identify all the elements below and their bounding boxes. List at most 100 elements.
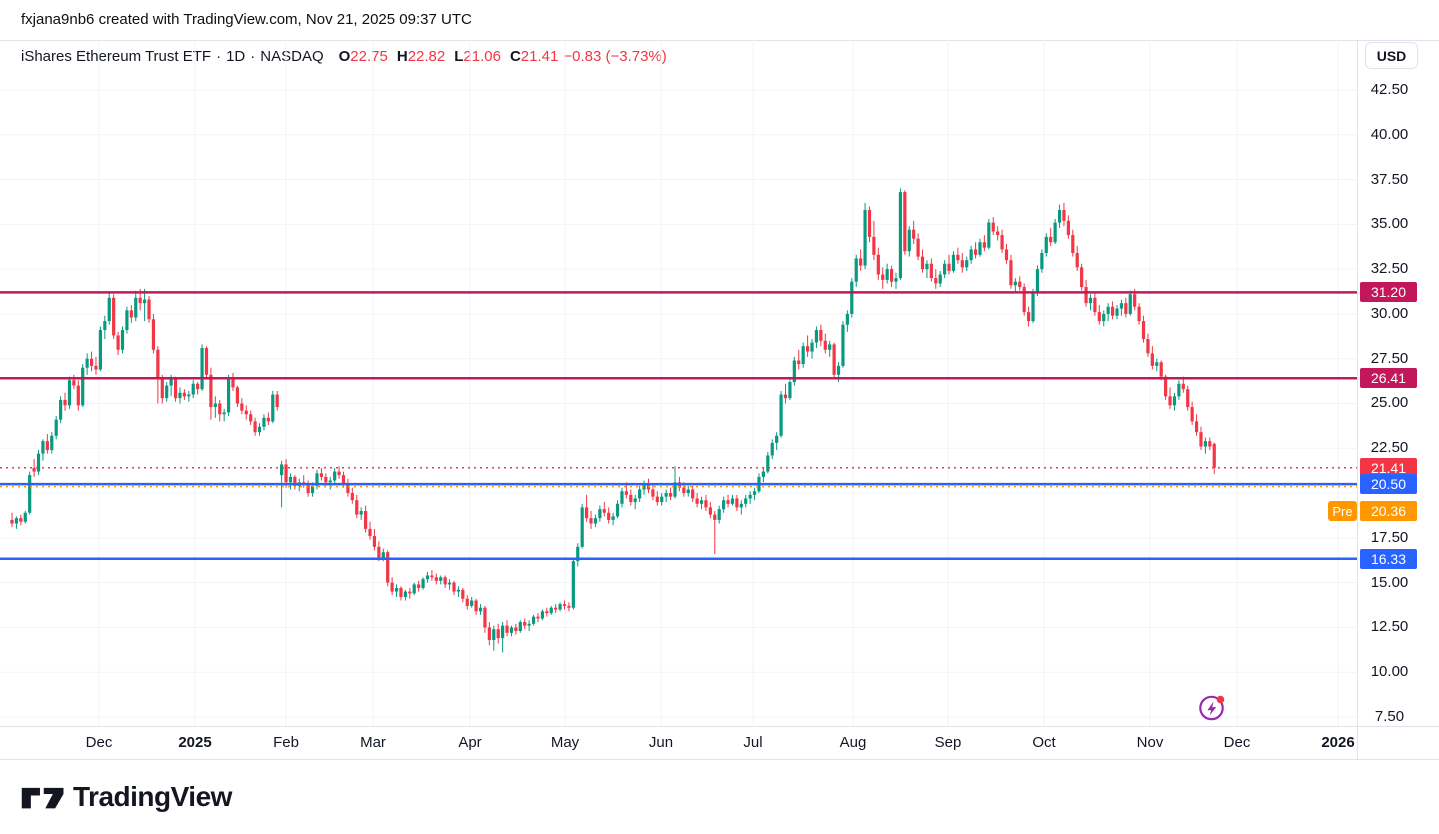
legend-separator: · xyxy=(250,48,256,65)
price-label-20.36[interactable]: 20.36 xyxy=(1360,501,1417,521)
candle-body xyxy=(240,403,244,411)
candle-body xyxy=(642,484,646,490)
candle-body xyxy=(1000,235,1004,250)
candle-body xyxy=(1040,253,1044,270)
candle-body xyxy=(288,476,293,483)
price-label-31.20[interactable]: 31.20 xyxy=(1360,282,1417,303)
footer-divider xyxy=(0,759,1439,760)
flash-event-icon[interactable] xyxy=(1196,692,1227,723)
price-label-20.50[interactable]: 20.50 xyxy=(1360,474,1417,495)
candle-body xyxy=(160,378,164,399)
candle-body xyxy=(907,229,911,252)
ohlc-low: L21.06 xyxy=(454,48,501,65)
candle-body xyxy=(1093,297,1097,313)
candle-body xyxy=(1159,362,1163,377)
time-tick-Nov: Nov xyxy=(1136,734,1164,751)
currency-usd-button[interactable]: USD xyxy=(1365,42,1418,69)
time-tick-May: May xyxy=(550,734,580,751)
candle-body xyxy=(249,414,253,422)
candle-body xyxy=(403,591,407,597)
candle-body xyxy=(1137,306,1141,322)
legend-separator: · xyxy=(216,48,222,65)
symbol-title[interactable]: iShares Ethereum Trust ETF xyxy=(21,48,212,65)
candle-body xyxy=(841,324,845,366)
candlestick-chart[interactable] xyxy=(0,40,1357,726)
candle-body xyxy=(483,607,487,628)
candle-body xyxy=(801,346,805,365)
candle-body xyxy=(19,518,23,522)
candle-body xyxy=(585,507,589,519)
price-tick: 10.00 xyxy=(1370,663,1409,681)
candle-body xyxy=(691,489,695,499)
candle-body xyxy=(881,274,885,280)
price-label-21.41[interactable]: 21.41 xyxy=(1360,457,1417,478)
candle-body xyxy=(558,604,562,610)
candle-body xyxy=(1155,362,1159,366)
candle-body xyxy=(54,419,58,436)
candle-body xyxy=(1172,396,1177,406)
candle-body xyxy=(651,489,655,497)
candle-body xyxy=(28,475,32,513)
candle-body xyxy=(85,358,89,368)
candle-body xyxy=(549,607,553,614)
candle-body xyxy=(1009,260,1013,286)
candle-body xyxy=(960,260,964,268)
time-tick-Dec: Dec xyxy=(1223,734,1251,751)
open-value: 22.75 xyxy=(350,48,388,65)
candle-body xyxy=(925,263,929,270)
price-tick: 7.50 xyxy=(1374,707,1405,725)
price-label-26.41[interactable]: 26.41 xyxy=(1360,368,1417,389)
change-value: −0.83 (−3.73%) xyxy=(563,48,667,65)
ohlc-close: C21.41 xyxy=(510,48,558,65)
candle-body xyxy=(598,509,602,519)
candle-body xyxy=(1128,294,1132,314)
candle-body xyxy=(916,238,920,257)
candle-body xyxy=(770,442,774,456)
candle-body xyxy=(350,493,354,501)
candle-body xyxy=(63,399,67,406)
candle-body xyxy=(607,512,611,520)
candle-body xyxy=(487,627,491,640)
candle-body xyxy=(129,310,133,318)
candle-body xyxy=(1035,269,1040,293)
candle-body xyxy=(41,441,45,454)
candle-body xyxy=(293,476,297,486)
attribution-text: fxjana9nb6 created with TradingView.com,… xyxy=(21,11,472,28)
interval-label[interactable]: 1D xyxy=(226,48,246,65)
candle-body xyxy=(991,222,995,232)
candle-body xyxy=(1133,294,1137,307)
time-tick-Jun: Jun xyxy=(648,734,674,751)
exchange-label: NASDAQ xyxy=(260,48,324,65)
candle-body xyxy=(1004,249,1009,261)
candle-body xyxy=(934,278,938,284)
high-label: H xyxy=(396,48,408,65)
lightning-bolt-icon xyxy=(1207,701,1217,716)
candle-body xyxy=(204,347,209,375)
candle-body xyxy=(226,378,231,413)
candle-body xyxy=(947,263,951,271)
tradingview-logomark xyxy=(21,787,64,809)
time-tick-2025: 2025 xyxy=(178,734,212,751)
candle-body xyxy=(867,210,872,237)
candle-body xyxy=(903,192,907,252)
tradingview-logo[interactable]: TradingView xyxy=(21,779,232,815)
candle-body xyxy=(1075,253,1079,268)
ohlc-high: H22.82 xyxy=(397,48,445,65)
symbol-legend[interactable]: iShares Ethereum Trust ETF · 1D · NASDAQ… xyxy=(21,48,667,65)
currency-label: USD xyxy=(1376,47,1407,64)
candle-body xyxy=(567,605,571,608)
candle-body xyxy=(169,378,173,386)
ohlc-open: O22.75 xyxy=(339,48,388,65)
candle-body xyxy=(620,491,624,504)
candle-body xyxy=(655,496,659,503)
candle-body xyxy=(284,464,288,483)
candle-body xyxy=(797,360,801,365)
candle-body xyxy=(788,381,792,399)
high-value: 22.82 xyxy=(407,48,446,65)
candle-body xyxy=(182,392,186,397)
price-label-16.33[interactable]: 16.33 xyxy=(1360,548,1417,569)
candle-body xyxy=(695,498,699,504)
close-value: 21.41 xyxy=(520,48,559,65)
candle-body xyxy=(32,467,36,472)
candle-body xyxy=(218,403,222,415)
